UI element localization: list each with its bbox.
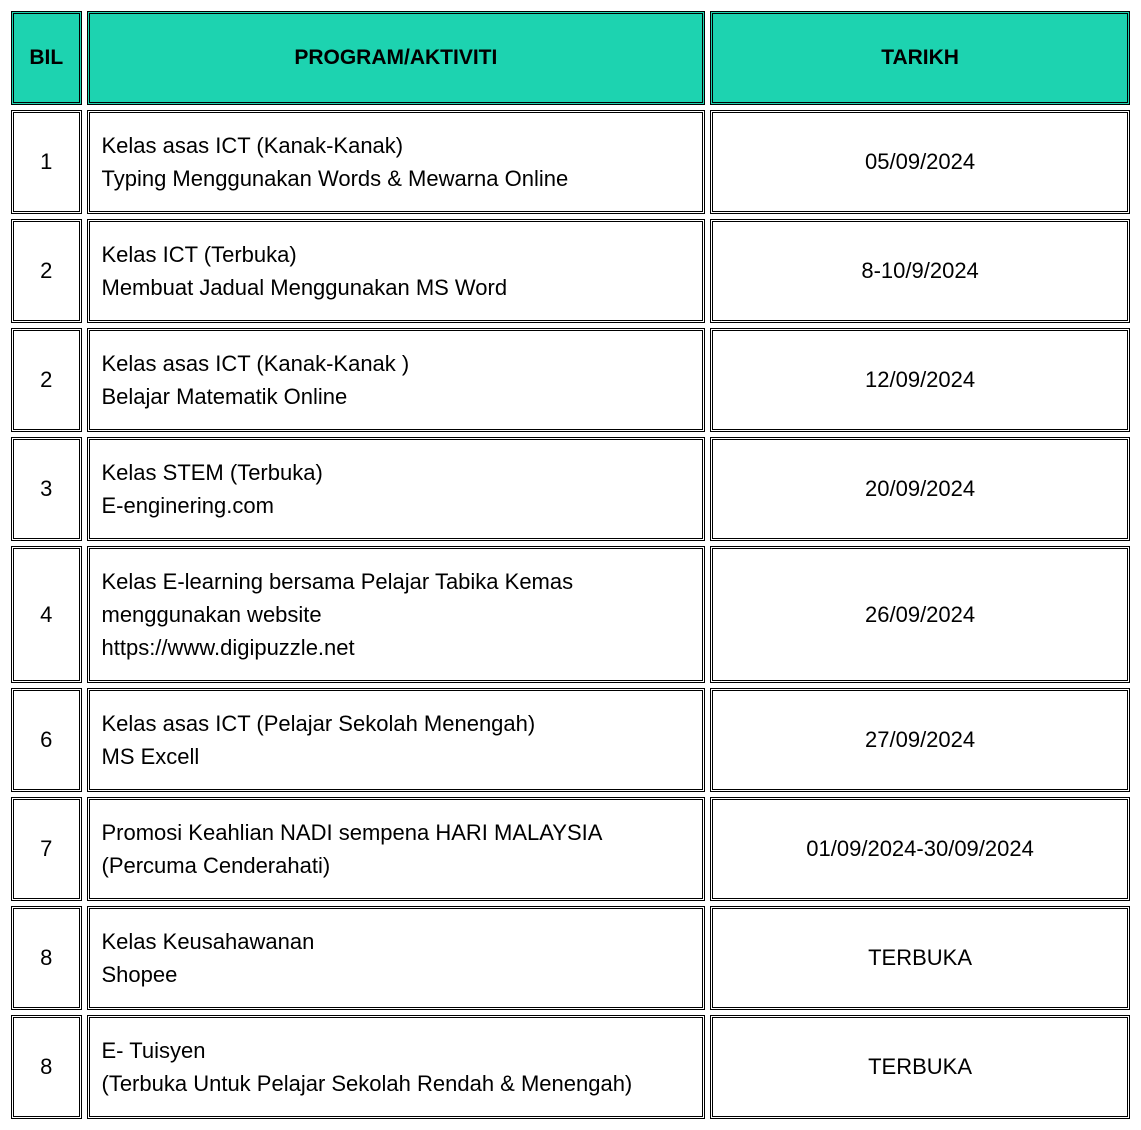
table-row: 7 Promosi Keahlian NADI sempena HARI MAL… <box>11 797 1130 901</box>
table-row: 2 Kelas asas ICT (Kanak-Kanak ) Belajar … <box>11 328 1130 432</box>
cell-bil: 4 <box>11 546 82 683</box>
cell-tarikh: 8-10/9/2024 <box>710 219 1130 323</box>
cell-program: Promosi Keahlian NADI sempena HARI MALAY… <box>87 797 706 901</box>
column-header-bil: BIL <box>11 11 82 105</box>
cell-tarikh: 27/09/2024 <box>710 688 1130 792</box>
cell-bil: 2 <box>11 219 82 323</box>
cell-program: Kelas asas ICT (Pelajar Sekolah Menengah… <box>87 688 706 792</box>
cell-program: Kelas E-learning bersama Pelajar Tabika … <box>87 546 706 683</box>
cell-tarikh: TERBUKA <box>710 906 1130 1010</box>
cell-program: Kelas ICT (Terbuka) Membuat Jadual Mengg… <box>87 219 706 323</box>
cell-program: E- Tuisyen (Terbuka Untuk Pelajar Sekola… <box>87 1015 706 1119</box>
table-row: 6 Kelas asas ICT (Pelajar Sekolah Meneng… <box>11 688 1130 792</box>
cell-bil: 7 <box>11 797 82 901</box>
table-header-row: BIL PROGRAM/AKTIVITI TARIKH <box>11 11 1130 105</box>
cell-program: Kelas asas ICT (Kanak-Kanak) Typing Meng… <box>87 110 706 214</box>
cell-program: Kelas asas ICT (Kanak-Kanak ) Belajar Ma… <box>87 328 706 432</box>
table-row: 3 Kelas STEM (Terbuka) E-enginering.com … <box>11 437 1130 541</box>
cell-tarikh: TERBUKA <box>710 1015 1130 1119</box>
table-row: 1 Kelas asas ICT (Kanak-Kanak) Typing Me… <box>11 110 1130 214</box>
cell-tarikh: 05/09/2024 <box>710 110 1130 214</box>
table-row: 4 Kelas E-learning bersama Pelajar Tabik… <box>11 546 1130 683</box>
column-header-tarikh: TARIKH <box>710 11 1130 105</box>
cell-tarikh: 20/09/2024 <box>710 437 1130 541</box>
table-body: 1 Kelas asas ICT (Kanak-Kanak) Typing Me… <box>11 110 1130 1119</box>
column-header-program: PROGRAM/AKTIVITI <box>87 11 706 105</box>
cell-tarikh: 12/09/2024 <box>710 328 1130 432</box>
cell-tarikh: 26/09/2024 <box>710 546 1130 683</box>
cell-bil: 6 <box>11 688 82 792</box>
cell-bil: 8 <box>11 906 82 1010</box>
cell-program: Kelas Keusahawanan Shopee <box>87 906 706 1010</box>
table-row: 8 E- Tuisyen (Terbuka Untuk Pelajar Seko… <box>11 1015 1130 1119</box>
cell-bil: 1 <box>11 110 82 214</box>
table-row: 8 Kelas Keusahawanan Shopee TERBUKA <box>11 906 1130 1010</box>
cell-bil: 2 <box>11 328 82 432</box>
cell-program: Kelas STEM (Terbuka) E-enginering.com <box>87 437 706 541</box>
cell-tarikh: 01/09/2024-30/09/2024 <box>710 797 1130 901</box>
program-schedule-table: BIL PROGRAM/AKTIVITI TARIKH 1 Kelas asas… <box>6 6 1135 1124</box>
cell-bil: 3 <box>11 437 82 541</box>
table-row: 2 Kelas ICT (Terbuka) Membuat Jadual Men… <box>11 219 1130 323</box>
cell-bil: 8 <box>11 1015 82 1119</box>
